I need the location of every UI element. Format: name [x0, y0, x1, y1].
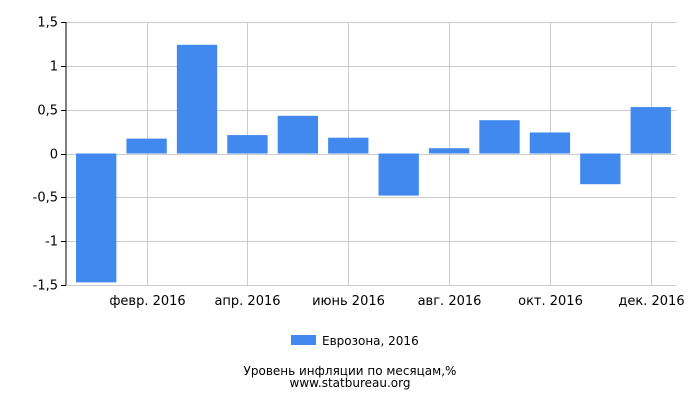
x-tick-label: авг. 2016	[418, 294, 482, 309]
bar	[126, 138, 167, 154]
x-tick-labels: февр. 2016 апр. 2016 июнь 2016 авг. 2016 окт…	[109, 294, 684, 309]
legend-swatch	[291, 335, 316, 345]
y-tick-label: -1,5	[33, 279, 58, 294]
bars	[76, 44, 671, 283]
chart-caption: Уровень инфляции по месяцам,% www.statbu…	[244, 364, 457, 390]
bar	[277, 115, 319, 154]
y-tick-label: 0	[50, 148, 58, 163]
x-tick-label: июнь 2016	[312, 294, 385, 309]
bar	[630, 107, 671, 154]
bar	[176, 44, 218, 154]
bar	[227, 135, 268, 154]
x-tick-label: окт. 2016	[518, 294, 583, 309]
legend: Еврозона, 2016	[291, 334, 419, 348]
y-tick-labels: 1,5 1 0,5 0 -0,5 -1 -1,5	[33, 16, 58, 294]
y-tick-label: -1	[45, 235, 58, 250]
bar	[580, 153, 621, 185]
y-tick-label: 0,5	[37, 104, 58, 119]
y-tick-label: 1	[50, 60, 58, 75]
legend-label: Еврозона, 2016	[322, 334, 419, 348]
y-tick-label: -0,5	[33, 191, 58, 206]
x-tick-label: дек. 2016	[618, 294, 684, 309]
bar	[529, 132, 571, 154]
y-tick-label: 1,5	[37, 16, 58, 31]
bar	[479, 120, 520, 154]
bar	[428, 148, 470, 154]
bar	[76, 153, 117, 283]
caption-title: Уровень инфляции по месяцам,%	[244, 364, 457, 378]
x-tick-label: апр. 2016	[214, 294, 280, 309]
x-tick-label: февр. 2016	[109, 294, 185, 309]
bar	[378, 153, 419, 196]
bar	[328, 137, 369, 154]
caption-source: www.statbureau.org	[290, 376, 411, 390]
